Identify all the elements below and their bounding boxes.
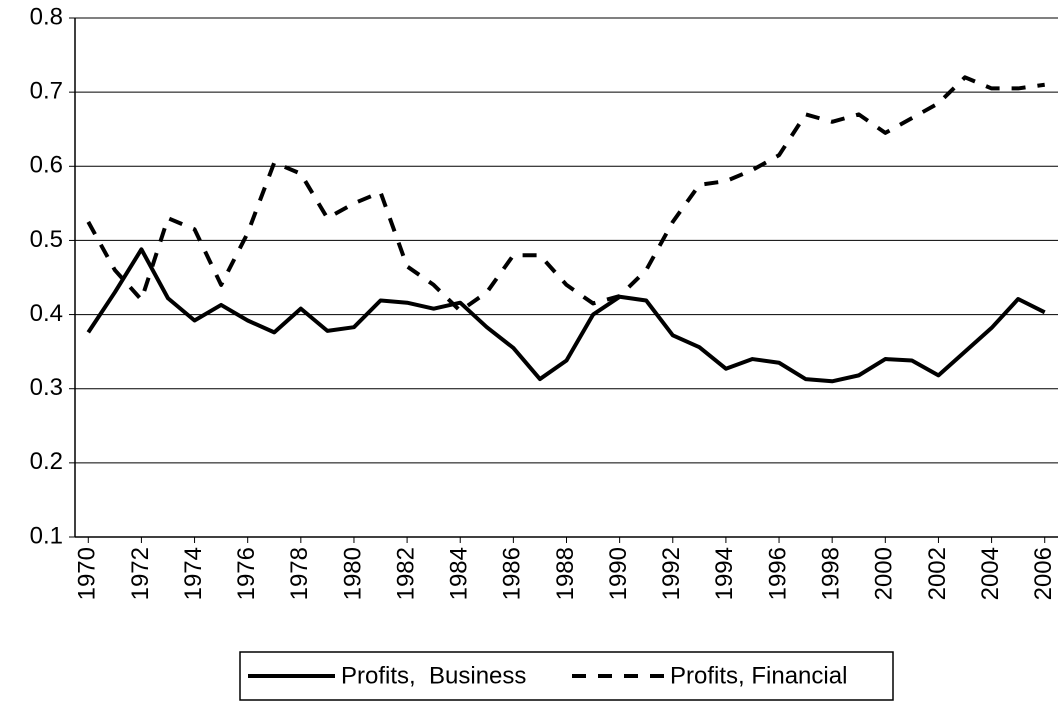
x-tick-label: 1998	[818, 547, 845, 600]
legend-label: Profits, Financial	[670, 662, 847, 689]
x-tick-label: 1996	[764, 547, 791, 600]
y-tick-label: 0.6	[30, 152, 63, 179]
y-tick-label: 0.1	[30, 522, 63, 549]
x-tick-label: 1976	[233, 547, 260, 600]
x-tick-label: 2000	[871, 547, 898, 600]
y-tick-label: 0.2	[30, 448, 63, 475]
x-tick-label: 1972	[127, 547, 154, 600]
x-tick-label: 2004	[977, 547, 1004, 600]
y-tick-label: 0.3	[30, 374, 63, 401]
x-tick-label: 1984	[446, 547, 473, 600]
x-tick-label: 2002	[924, 547, 951, 600]
x-tick-label: 1990	[605, 547, 632, 600]
x-tick-label: 2006	[1030, 547, 1057, 600]
x-tick-label: 1970	[74, 547, 101, 600]
y-tick-label: 0.5	[30, 226, 63, 253]
x-tick-label: 1994	[711, 547, 738, 600]
x-tick-label: 1974	[180, 547, 207, 600]
series-line	[86, 247, 1046, 384]
x-tick-label: 1988	[552, 547, 579, 600]
x-tick-label: 1982	[392, 547, 419, 600]
x-tick-label: 1992	[658, 547, 685, 600]
x-tick-label: 1978	[286, 547, 313, 600]
y-tick-label: 0.4	[30, 300, 63, 327]
legend-box	[239, 651, 894, 701]
x-tick-label: 1986	[499, 547, 526, 600]
y-tick-label: 0.8	[30, 3, 63, 30]
series-line	[86, 75, 1045, 313]
x-tick-label: 1980	[339, 547, 366, 600]
y-tick-label: 0.7	[30, 77, 63, 104]
legend-label: Profits, Business	[341, 662, 526, 689]
